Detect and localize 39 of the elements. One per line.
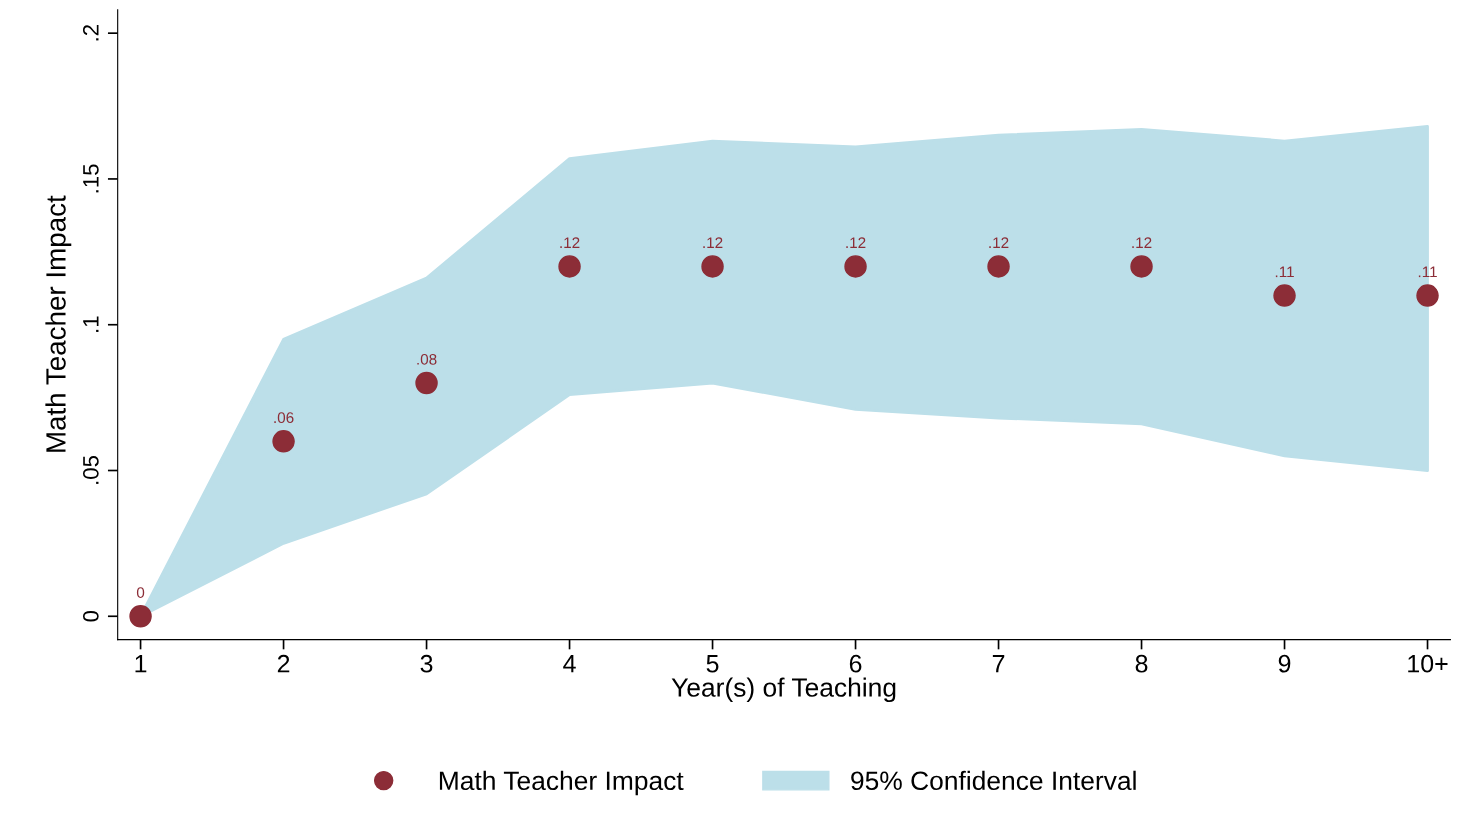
y-tick-label: .05: [82, 455, 99, 484]
point: [987, 255, 1010, 278]
point: [129, 605, 152, 628]
data-label: .12: [703, 237, 723, 248]
data-label: .11: [1275, 266, 1294, 278]
y-tick-label: 0: [82, 610, 99, 622]
x-tick-label: 9: [1278, 654, 1291, 673]
data-label: .06: [274, 412, 294, 424]
y-tick-label: .2: [82, 25, 99, 41]
point: [558, 255, 581, 278]
y-tick-label: .15: [83, 164, 99, 193]
point: [272, 430, 295, 453]
data-label: .12: [1132, 237, 1152, 248]
point: [701, 255, 724, 278]
x-tick-label: 3: [420, 654, 433, 673]
x-tick-label: 7: [992, 655, 1005, 673]
data-label: .08: [417, 353, 437, 365]
x-tick-label: 4: [563, 655, 576, 673]
x-tick-label: 8: [1135, 654, 1148, 673]
x-tick-label: 5: [706, 655, 719, 673]
y-axis-title: Math Teacher Impact: [45, 195, 72, 452]
y-tick-label: .1: [83, 316, 99, 332]
x-tick-label: 1: [135, 655, 147, 673]
point: [1130, 255, 1153, 278]
legend-label: 95% Confidence Interval: [851, 770, 1136, 791]
point: [415, 371, 438, 395]
x-tick-label: 6: [849, 654, 862, 673]
data-label: .12: [560, 237, 580, 248]
data-label: .12: [989, 237, 1009, 248]
legend-label: Math Teacher Impact: [439, 770, 684, 796]
x-tick-label: 10+: [1408, 654, 1448, 673]
data-label: 0: [136, 587, 145, 598]
point: [844, 255, 867, 278]
x-tick-label: 2: [277, 654, 290, 673]
data-label: .12: [846, 237, 866, 248]
point: [1416, 284, 1439, 307]
x-axis-title: Year(s) of Teaching: [671, 677, 896, 703]
point: [1273, 284, 1296, 307]
data-label: .11: [1418, 266, 1437, 278]
